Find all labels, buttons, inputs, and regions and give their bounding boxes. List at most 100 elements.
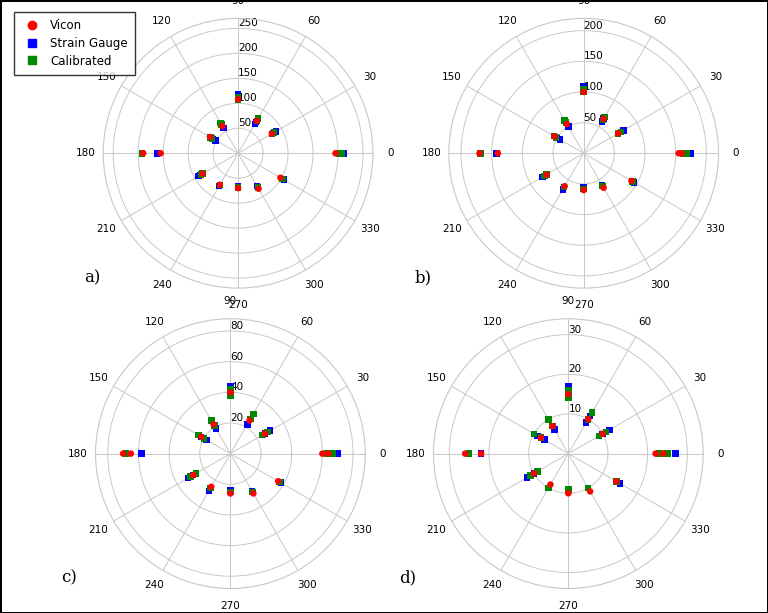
Point xyxy=(244,414,257,424)
Point xyxy=(475,148,487,158)
Point xyxy=(195,170,207,180)
Point xyxy=(224,487,237,497)
Point xyxy=(272,476,284,486)
Point xyxy=(578,84,590,94)
Point xyxy=(542,414,554,424)
Point xyxy=(332,449,344,459)
Point xyxy=(661,449,674,459)
Point xyxy=(197,169,209,178)
Point xyxy=(545,479,557,489)
Point xyxy=(546,421,558,431)
Point xyxy=(266,129,278,139)
Point xyxy=(558,181,571,191)
Point xyxy=(213,181,225,191)
Point xyxy=(560,118,572,128)
Point xyxy=(614,479,626,489)
Point xyxy=(597,181,609,191)
Point xyxy=(612,128,624,138)
Point xyxy=(336,148,348,158)
Point xyxy=(582,414,594,424)
Point xyxy=(521,473,533,482)
Point xyxy=(232,93,244,102)
Point xyxy=(261,427,273,437)
Point xyxy=(333,148,346,158)
Point xyxy=(596,180,608,190)
Point xyxy=(685,148,697,158)
Point xyxy=(557,185,569,194)
Point xyxy=(336,148,348,158)
Point xyxy=(542,483,554,493)
Point xyxy=(256,430,268,440)
Point xyxy=(475,449,487,459)
Point xyxy=(135,449,147,459)
Point xyxy=(232,94,244,104)
Point xyxy=(562,389,574,399)
Point xyxy=(535,433,547,443)
Point xyxy=(578,81,590,91)
Point xyxy=(224,387,237,397)
Point xyxy=(250,116,263,126)
Point xyxy=(548,425,561,435)
Point xyxy=(561,119,573,129)
Point xyxy=(586,408,598,417)
Point xyxy=(321,449,333,459)
Point xyxy=(197,433,210,443)
Point xyxy=(528,429,540,439)
Point xyxy=(338,148,350,158)
Point xyxy=(657,449,670,459)
Point xyxy=(611,476,623,486)
Point xyxy=(558,182,570,192)
Point xyxy=(669,449,681,459)
Point xyxy=(136,148,148,158)
Point xyxy=(551,133,563,143)
Point xyxy=(232,94,244,104)
Point xyxy=(200,435,213,445)
Point xyxy=(206,134,218,143)
Point xyxy=(208,421,220,431)
Text: c): c) xyxy=(61,569,78,587)
Point xyxy=(204,483,217,493)
Point xyxy=(548,131,560,141)
Point xyxy=(204,132,217,142)
Point xyxy=(463,449,475,459)
Point xyxy=(194,170,206,180)
Point xyxy=(224,381,237,391)
Point xyxy=(677,148,690,158)
Point xyxy=(264,425,276,435)
Point xyxy=(323,449,335,459)
Point xyxy=(548,131,561,141)
Point xyxy=(253,184,265,194)
Point xyxy=(593,431,605,441)
Point xyxy=(217,121,229,131)
Point xyxy=(244,414,257,424)
Point xyxy=(625,176,637,186)
Point xyxy=(600,427,612,436)
Point xyxy=(597,429,609,439)
Point xyxy=(562,389,574,399)
Point xyxy=(207,134,219,143)
Point xyxy=(117,449,129,459)
Point xyxy=(154,148,167,158)
Point xyxy=(562,381,574,391)
Point xyxy=(531,431,544,441)
Point xyxy=(627,177,639,186)
Point xyxy=(531,466,544,476)
Point xyxy=(203,486,215,496)
Point xyxy=(611,476,623,486)
Point xyxy=(252,114,264,124)
Point xyxy=(562,393,574,403)
Point xyxy=(654,449,666,459)
Point xyxy=(542,483,554,493)
Point xyxy=(578,182,590,192)
Point xyxy=(538,171,551,181)
Point xyxy=(124,449,137,459)
Point xyxy=(541,170,553,180)
Point xyxy=(597,429,609,439)
Point xyxy=(151,148,164,158)
Point xyxy=(582,483,594,493)
Point xyxy=(193,430,205,440)
Point xyxy=(205,416,217,425)
Point xyxy=(525,471,537,481)
Point xyxy=(192,171,204,181)
Point xyxy=(582,483,594,493)
